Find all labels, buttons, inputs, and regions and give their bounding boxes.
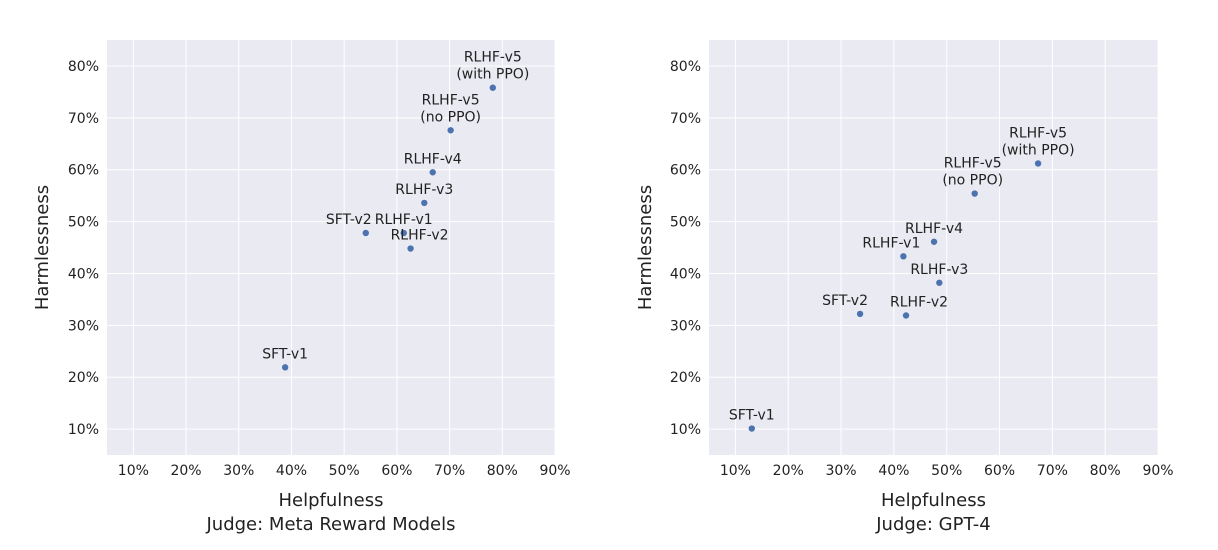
- data-point: [362, 229, 369, 237]
- y-tick-label: 30%: [68, 318, 99, 334]
- point-label: SFT-v1: [729, 408, 775, 424]
- point-label: RLHF-v3: [395, 182, 453, 198]
- data-point: [856, 310, 864, 318]
- x-tick-label: 30%: [825, 463, 856, 479]
- point-label: RLHF-v1: [375, 212, 433, 228]
- x-tick-label: 90%: [1142, 463, 1173, 479]
- data-point: [447, 127, 454, 134]
- x-tick-label: 80%: [487, 463, 518, 479]
- y-tick-label: 70%: [68, 111, 99, 127]
- y-axis-label: Harmlessness: [32, 185, 53, 310]
- y-tick-label: 60%: [670, 163, 701, 179]
- data-point: [930, 238, 938, 245]
- y-tick-label: 20%: [670, 370, 701, 386]
- y-tick-label: 20%: [68, 370, 99, 386]
- y-tick-label: 10%: [68, 422, 99, 438]
- point-label: RLHF-v2: [890, 294, 948, 310]
- point-label: RLHF-v4: [905, 221, 963, 237]
- x-tick-label: 80%: [1090, 463, 1121, 479]
- point-label: RLHF-v1: [862, 235, 920, 251]
- y-tick-label: 80%: [670, 59, 701, 75]
- data-point: [421, 199, 428, 207]
- point-label: (no PPO): [942, 173, 1003, 189]
- point-label: RLHF-v5: [464, 50, 522, 66]
- data-point: [936, 279, 943, 286]
- point-label: SFT-v2: [326, 212, 372, 228]
- y-axis-label: Harmlessness: [635, 185, 656, 310]
- plot-area: [709, 40, 1158, 455]
- plot-area: [107, 40, 555, 455]
- x-tick-label: 10%: [720, 463, 751, 479]
- point-label: RLHF-v5: [944, 156, 1002, 172]
- point-label: SFT-v2: [822, 293, 868, 309]
- x-tick-label: 30%: [223, 463, 254, 479]
- chart-panel-1: 10% 20% 30% 40% 50% 60% 70% 80% 90% 10% 20% 30% 40% 5…: [32, 40, 571, 535]
- chart-panel-2: 10% 20% 30% 40% 50% 60% 70% 80% 90% 10% 20% 30% 40% 5…: [635, 40, 1174, 535]
- point-label: RLHF-v4: [404, 151, 462, 167]
- y-tick-label: 40%: [670, 266, 701, 282]
- x-tick-label: 60%: [381, 463, 412, 479]
- point-label: (with PPO): [456, 67, 529, 83]
- x-axis-label: Helpfulness: [278, 490, 383, 511]
- point-label: RLHF-v2: [391, 228, 449, 244]
- x-tick-label: 40%: [878, 463, 909, 479]
- point-label: RLHF-v3: [910, 262, 968, 278]
- y-tick-label: 50%: [670, 215, 701, 231]
- x-tick-label: 50%: [329, 463, 360, 479]
- data-point: [748, 425, 755, 432]
- x-tick-label: 40%: [276, 463, 307, 479]
- chart-subtitle: Judge: GPT-4: [875, 514, 991, 535]
- y-tick-label: 30%: [670, 318, 701, 334]
- data-point: [489, 84, 497, 91]
- x-axis-label: Helpfulness: [881, 490, 986, 511]
- x-tick-label: 70%: [434, 463, 465, 479]
- x-tick-label: 10%: [118, 463, 149, 479]
- y-tick-label: 60%: [68, 163, 99, 179]
- chart-subtitle: Judge: Meta Reward Models: [205, 514, 455, 535]
- data-point: [429, 169, 436, 176]
- point-label: RLHF-v5: [422, 92, 480, 108]
- y-tick-label: 10%: [670, 422, 701, 438]
- y-tick-label: 50%: [68, 215, 99, 231]
- y-tick-label: 80%: [68, 59, 99, 75]
- point-label: (no PPO): [420, 109, 481, 125]
- y-tick-label: 70%: [670, 111, 701, 127]
- x-tick-label: 70%: [1037, 463, 1068, 479]
- x-tick-label: 90%: [539, 463, 570, 479]
- data-point: [971, 190, 978, 197]
- point-label: SFT-v1: [262, 346, 308, 362]
- x-tick-label: 60%: [984, 463, 1015, 479]
- data-point: [1034, 160, 1042, 167]
- point-label: (with PPO): [1002, 142, 1075, 158]
- data-point: [900, 253, 907, 260]
- point-label: RLHF-v5: [1009, 125, 1067, 141]
- data-point: [281, 364, 289, 371]
- data-point: [407, 245, 414, 252]
- x-tick-label: 20%: [170, 463, 201, 479]
- data-point: [400, 229, 407, 237]
- x-tick-label: 50%: [931, 463, 962, 479]
- data-point: [902, 312, 910, 319]
- x-tick-label: 20%: [773, 463, 804, 479]
- y-tick-label: 40%: [68, 266, 99, 282]
